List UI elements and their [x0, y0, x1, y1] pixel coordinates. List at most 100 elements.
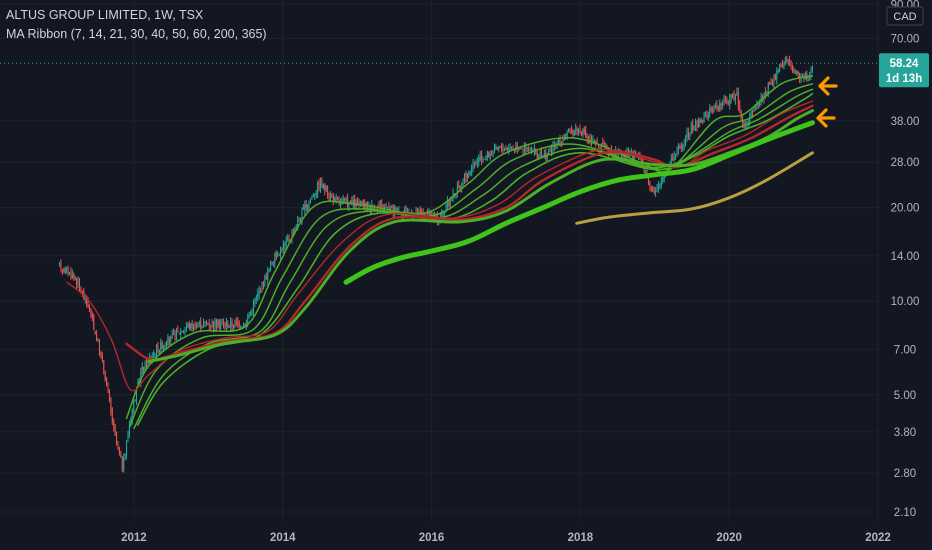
candle-body — [248, 315, 250, 318]
candle-body — [134, 400, 136, 402]
candle-body — [351, 201, 353, 204]
candle-body — [575, 128, 577, 130]
candle-body — [750, 111, 752, 116]
candle-body — [767, 83, 769, 94]
candle-body — [583, 129, 585, 133]
candle-body — [228, 326, 230, 328]
candle-body — [659, 183, 661, 185]
candle-body — [389, 207, 391, 211]
candle-body — [371, 204, 373, 210]
candle-body — [737, 92, 739, 107]
candle-body — [113, 420, 115, 427]
candle-body — [183, 330, 185, 333]
candle-body — [752, 110, 754, 113]
candle-body — [539, 152, 541, 157]
candle-body — [655, 191, 657, 193]
y-tick-label: 7.00 — [894, 344, 916, 356]
candle-body — [78, 280, 80, 287]
candle-body — [392, 206, 394, 213]
candle-body — [645, 170, 647, 172]
candle-body — [264, 276, 266, 285]
candle-body — [361, 201, 363, 203]
candle-body — [498, 147, 500, 150]
candle-body — [479, 155, 481, 160]
candle-body — [613, 153, 615, 156]
candle-body — [663, 176, 665, 179]
candle-body — [572, 131, 574, 135]
candle-body — [348, 202, 350, 207]
candle-body — [595, 140, 597, 143]
candle-body — [810, 69, 812, 75]
candle-body — [116, 434, 118, 444]
candle-body — [106, 378, 108, 385]
candle-body — [797, 71, 799, 74]
candle-body — [210, 325, 212, 327]
candle-body — [476, 162, 478, 164]
candle-body — [167, 337, 169, 346]
candle-body — [478, 158, 480, 163]
candle-body — [496, 147, 498, 149]
candle-body — [713, 108, 715, 111]
candle-body — [280, 248, 282, 255]
candle-body — [535, 148, 537, 154]
candle-body — [703, 114, 705, 122]
candle-body — [429, 210, 431, 216]
candle-body — [265, 276, 267, 280]
candle-body — [104, 371, 106, 381]
candle-body — [215, 319, 217, 327]
candle-body — [647, 176, 649, 182]
candle-body — [190, 323, 192, 329]
candle-body — [73, 274, 75, 277]
candle-body — [408, 212, 410, 214]
candle-body — [245, 320, 247, 328]
candle-body — [124, 453, 126, 458]
candle-body — [680, 146, 682, 148]
candle-body — [207, 324, 209, 326]
candle-body — [314, 194, 316, 196]
currency-box — [886, 6, 924, 26]
candle-body — [405, 208, 407, 215]
candle-body — [311, 196, 313, 199]
arrow-icon-upper — [818, 76, 838, 96]
candle-body — [726, 98, 728, 104]
candle-body — [282, 244, 284, 250]
candle-body — [242, 323, 244, 328]
candle-body — [667, 164, 669, 171]
candle-body — [161, 342, 163, 350]
candle-body — [600, 143, 602, 151]
candle-body — [560, 141, 562, 144]
candle-body — [71, 274, 73, 278]
candle-body — [76, 278, 78, 285]
candle-body — [268, 268, 270, 272]
candle-body — [549, 147, 551, 152]
candle-body — [523, 144, 525, 150]
candle-body — [258, 290, 260, 295]
candle-body — [473, 162, 475, 164]
candle-body — [552, 145, 554, 154]
candle-body — [126, 441, 128, 455]
candle-body — [700, 120, 702, 123]
candle-body — [191, 323, 193, 329]
candle-body — [255, 296, 257, 300]
candle-body — [324, 185, 326, 191]
candle-body — [466, 173, 468, 178]
candle-body — [198, 322, 200, 324]
candle-body — [709, 108, 711, 115]
candle-body — [69, 272, 71, 274]
candle-body — [164, 345, 166, 347]
candle-body — [328, 195, 330, 197]
candle-body — [158, 349, 160, 353]
candle-body — [780, 63, 782, 65]
candle-body — [295, 227, 297, 229]
candle-body — [213, 321, 215, 328]
symbol-title[interactable]: ALTUS GROUP LIMITED, 1W, TSX — [6, 8, 204, 22]
candle-body — [321, 179, 323, 187]
candle-body — [582, 129, 584, 136]
candle-body — [690, 125, 692, 134]
candle-body — [107, 384, 109, 392]
candle-body — [108, 392, 110, 400]
candle-body — [143, 367, 145, 370]
indicator-title[interactable]: MA Ribbon (7, 14, 21, 30, 40, 50, 60, 20… — [6, 27, 267, 41]
